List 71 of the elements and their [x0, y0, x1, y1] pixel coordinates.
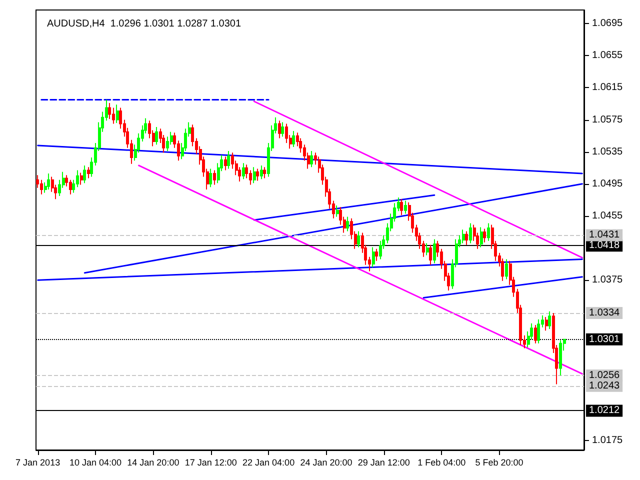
y-tick-label: 1.0655: [592, 50, 624, 62]
candlestick: [253, 166, 256, 184]
candlestick: [242, 162, 245, 180]
y-tick-label: 1.0455: [592, 210, 624, 222]
candlestick: [80, 172, 83, 186]
candlestick: [292, 130, 295, 148]
candlestick: [559, 340, 562, 376]
ref-line-label: 1.0334: [589, 307, 620, 318]
y-tick-label: 1.0535: [592, 146, 624, 158]
x-tick-label: 17 Jan 12:00: [184, 458, 237, 468]
x-tick-label: 5 Feb 20:00: [475, 458, 524, 468]
candlestick: [69, 179, 72, 195]
candlestick: [487, 222, 490, 242]
candlestick: [375, 248, 378, 262]
x-tick-label: 14 Jan 20:00: [127, 458, 180, 468]
x-tick-label: 10 Jan 04:00: [69, 458, 122, 468]
candlestick: [404, 200, 407, 214]
candlestick: [469, 222, 472, 244]
candlestick: [166, 136, 169, 152]
candlestick: [534, 324, 537, 344]
y-tick-label: 1.0495: [592, 178, 624, 190]
candlestick: [116, 104, 119, 124]
candlestick: [256, 168, 259, 182]
candlestick: [112, 107, 115, 124]
candlestick: [213, 170, 216, 186]
x-tick-label: 24 Jan 20:00: [300, 458, 352, 468]
candlestick: [47, 172, 50, 190]
candlestick: [400, 198, 403, 216]
x-tick-label: 29 Jan 12:00: [358, 458, 410, 468]
y-tick-label: 1.0375: [592, 274, 624, 286]
y-tick-label: 1.0575: [592, 114, 624, 126]
ref-line-label: 1.0256: [589, 370, 620, 381]
candlestick: [346, 216, 349, 232]
candlestick: [357, 230, 360, 248]
candlestick: [209, 168, 212, 188]
ref-line-label: 1.0301: [589, 334, 620, 345]
ref-line-label: 1.0431: [589, 230, 620, 241]
candlestick: [336, 205, 339, 218]
candlestick: [87, 166, 90, 179]
candlestick: [224, 156, 227, 171]
candlestick: [260, 164, 263, 180]
candlestick: [281, 122, 284, 138]
candlestick: [433, 238, 436, 264]
candlestick: [227, 150, 230, 170]
y-tick-label: 1.0695: [592, 18, 624, 30]
candlestick: [40, 179, 43, 195]
y-tick-label: 1.0175: [592, 434, 624, 446]
candlestick: [537, 318, 540, 344]
text: AUDUSD,H4 1.0296 1.0301 1.0287 1.0301: [47, 18, 242, 30]
x-tick-label: 22 Jan 04:00: [242, 458, 295, 468]
candlestick: [426, 242, 429, 256]
y-tick-label: 1.0615: [592, 82, 624, 94]
candlestick: [155, 126, 158, 146]
candlestick: [462, 229, 465, 244]
candlestick: [548, 310, 551, 330]
ref-line-label: 1.0418: [589, 240, 620, 252]
candlestick: [465, 230, 468, 246]
candlestick: [278, 120, 281, 139]
x-tick-label: 1 Feb 04:00: [418, 458, 466, 468]
candlestick: [545, 316, 548, 332]
ref-line-label: 1.0243: [589, 380, 620, 392]
candlestick: [83, 164, 86, 184]
candlestick: [429, 244, 432, 266]
candlestick: [372, 246, 375, 268]
candlestick: [505, 258, 508, 280]
x-tick-label: 7 Jan 2013: [16, 458, 60, 468]
candlestick: [483, 228, 486, 243]
ref-line-label: 1.0212: [589, 405, 620, 416]
candlestick: [310, 150, 313, 168]
candlestick: [480, 226, 483, 248]
candlestick: [263, 166, 266, 179]
